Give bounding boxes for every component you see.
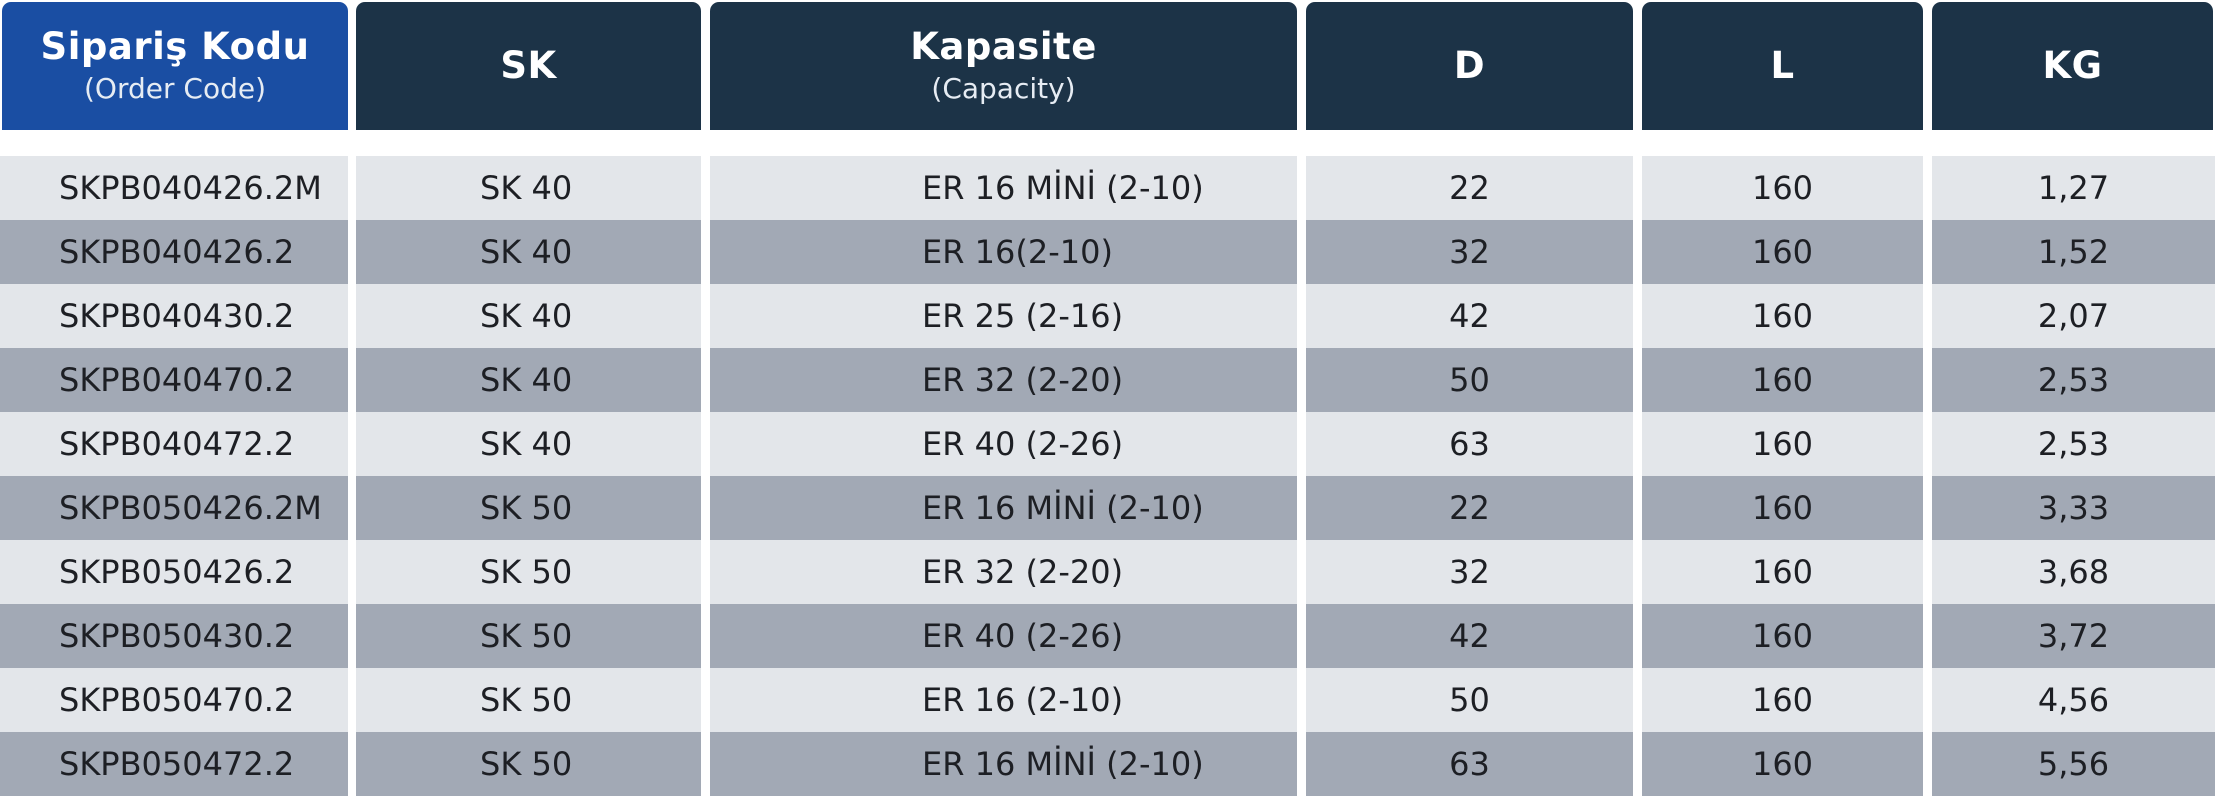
kg-cell: 3,68 bbox=[1932, 540, 2215, 604]
d-cell: 22 bbox=[1306, 156, 1633, 220]
order-code-cell: SKPB040426.2M bbox=[0, 156, 348, 220]
l-cell: 160 bbox=[1642, 348, 1923, 412]
header-kg-label: KG bbox=[2042, 44, 2103, 87]
table-row: SKPB040470.2 SK 40 ER 32 (2-20) 50 160 2… bbox=[0, 348, 2215, 412]
header-kg: KG bbox=[1932, 2, 2213, 130]
l-cell: 160 bbox=[1642, 732, 1923, 796]
sk-cell: SK 40 bbox=[356, 348, 701, 412]
l-cell: 160 bbox=[1642, 540, 1923, 604]
d-cell: 42 bbox=[1306, 284, 1633, 348]
capacity-cell: ER 16 MİNİ (2-10) bbox=[710, 476, 1297, 540]
header-d: D bbox=[1306, 2, 1633, 130]
kg-cell: 3,72 bbox=[1932, 604, 2215, 668]
d-cell: 50 bbox=[1306, 668, 1633, 732]
table-row: SKPB040426.2M SK 40 ER 16 MİNİ (2-10) 22… bbox=[0, 156, 2215, 220]
d-cell: 32 bbox=[1306, 220, 1633, 284]
capacity-cell: ER 16(2-10) bbox=[710, 220, 1297, 284]
d-cell: 63 bbox=[1306, 412, 1633, 476]
table-row: SKPB050472.2 SK 50 ER 16 MİNİ (2-10) 63 … bbox=[0, 732, 2215, 796]
header-order-code-label: Sipariş Kodu bbox=[40, 25, 310, 68]
sk-cell: SK 40 bbox=[356, 156, 701, 220]
d-cell: 42 bbox=[1306, 604, 1633, 668]
sk-cell: SK 40 bbox=[356, 220, 701, 284]
l-cell: 160 bbox=[1642, 284, 1923, 348]
d-cell: 32 bbox=[1306, 540, 1633, 604]
table-row: SKPB040426.2 SK 40 ER 16(2-10) 32 160 1,… bbox=[0, 220, 2215, 284]
header-capacity: Kapasite (Capacity) bbox=[710, 2, 1297, 130]
kg-cell: 3,33 bbox=[1932, 476, 2215, 540]
l-cell: 160 bbox=[1642, 604, 1923, 668]
capacity-cell: ER 25 (2-16) bbox=[710, 284, 1297, 348]
capacity-cell: ER 40 (2-26) bbox=[710, 412, 1297, 476]
table-row: SKPB050430.2 SK 50 ER 40 (2-26) 42 160 3… bbox=[0, 604, 2215, 668]
table-row: SKPB050426.2 SK 50 ER 32 (2-20) 32 160 3… bbox=[0, 540, 2215, 604]
header-order-code: Sipariş Kodu (Order Code) bbox=[2, 2, 348, 130]
order-code-cell: SKPB040470.2 bbox=[0, 348, 348, 412]
header-sk: SK bbox=[356, 2, 701, 130]
header-capacity-sublabel: (Capacity) bbox=[931, 72, 1076, 105]
table-row: SKPB040472.2 SK 40 ER 40 (2-26) 63 160 2… bbox=[0, 412, 2215, 476]
kg-cell: 2,53 bbox=[1932, 348, 2215, 412]
sk-cell: SK 50 bbox=[356, 732, 701, 796]
header-d-label: D bbox=[1453, 44, 1486, 87]
kg-cell: 2,07 bbox=[1932, 284, 2215, 348]
l-cell: 160 bbox=[1642, 412, 1923, 476]
capacity-cell: ER 16 (2-10) bbox=[710, 668, 1297, 732]
sk-cell: SK 50 bbox=[356, 604, 701, 668]
header-l: L bbox=[1642, 2, 1923, 130]
order-code-cell: SKPB040426.2 bbox=[0, 220, 348, 284]
order-code-cell: SKPB050430.2 bbox=[0, 604, 348, 668]
capacity-cell: ER 16 MİNİ (2-10) bbox=[710, 156, 1297, 220]
order-code-cell: SKPB050472.2 bbox=[0, 732, 348, 796]
capacity-cell: ER 32 (2-20) bbox=[710, 348, 1297, 412]
table-row: SKPB040430.2 SK 40 ER 25 (2-16) 42 160 2… bbox=[0, 284, 2215, 348]
sk-cell: SK 40 bbox=[356, 412, 701, 476]
header-l-label: L bbox=[1770, 44, 1795, 87]
sk-cell: SK 50 bbox=[356, 668, 701, 732]
kg-cell: 1,27 bbox=[1932, 156, 2215, 220]
sk-cell: SK 50 bbox=[356, 476, 701, 540]
sk-cell: SK 40 bbox=[356, 284, 701, 348]
order-code-cell: SKPB050470.2 bbox=[0, 668, 348, 732]
d-cell: 63 bbox=[1306, 732, 1633, 796]
table-row: SKPB050470.2 SK 50 ER 16 (2-10) 50 160 4… bbox=[0, 668, 2215, 732]
l-cell: 160 bbox=[1642, 220, 1923, 284]
kg-cell: 4,56 bbox=[1932, 668, 2215, 732]
kg-cell: 1,52 bbox=[1932, 220, 2215, 284]
header-order-code-sublabel: (Order Code) bbox=[84, 72, 266, 105]
d-cell: 22 bbox=[1306, 476, 1633, 540]
order-code-cell: SKPB050426.2M bbox=[0, 476, 348, 540]
l-cell: 160 bbox=[1642, 668, 1923, 732]
order-code-cell: SKPB050426.2 bbox=[0, 540, 348, 604]
kg-cell: 2,53 bbox=[1932, 412, 2215, 476]
header-sk-label: SK bbox=[500, 44, 557, 87]
order-code-cell: SKPB040430.2 bbox=[0, 284, 348, 348]
l-cell: 160 bbox=[1642, 476, 1923, 540]
d-cell: 50 bbox=[1306, 348, 1633, 412]
l-cell: 160 bbox=[1642, 156, 1923, 220]
kg-cell: 5,56 bbox=[1932, 732, 2215, 796]
table-row: SKPB050426.2M SK 50 ER 16 MİNİ (2-10) 22… bbox=[0, 476, 2215, 540]
capacity-cell: ER 32 (2-20) bbox=[710, 540, 1297, 604]
header-capacity-label: Kapasite bbox=[910, 25, 1097, 68]
order-code-cell: SKPB040472.2 bbox=[0, 412, 348, 476]
sk-cell: SK 50 bbox=[356, 540, 701, 604]
capacity-cell: ER 16 MİNİ (2-10) bbox=[710, 732, 1297, 796]
capacity-cell: ER 40 (2-26) bbox=[710, 604, 1297, 668]
